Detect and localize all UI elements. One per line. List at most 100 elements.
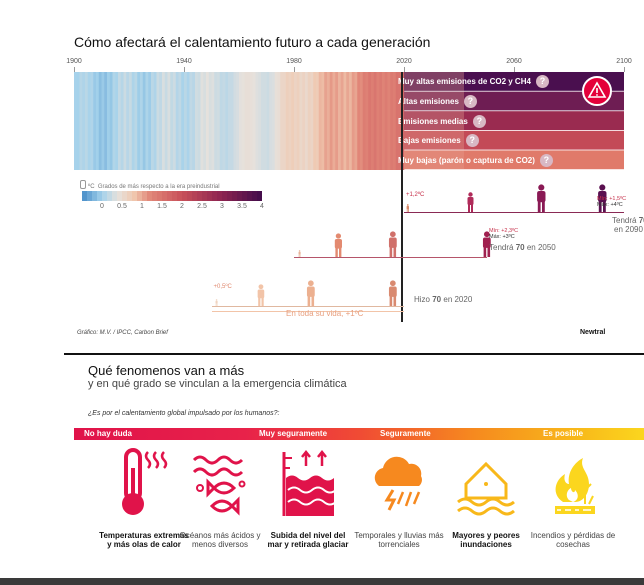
category-possible: Es posible bbox=[543, 429, 584, 438]
stripe-2015 bbox=[390, 72, 394, 170]
stripe-1984 bbox=[305, 72, 309, 170]
person-icon-2016 bbox=[389, 231, 398, 257]
help-icon[interactable]: ? bbox=[465, 134, 479, 148]
stripe-1970 bbox=[266, 72, 270, 170]
legend-swatch-33 bbox=[247, 191, 253, 201]
warming-stripes bbox=[74, 72, 624, 170]
category-no-doubt: No hay duda bbox=[84, 429, 133, 438]
stripe-1978 bbox=[288, 72, 292, 170]
stripe-1912 bbox=[107, 72, 111, 170]
stripe-1936 bbox=[173, 72, 177, 170]
legend-swatch-5 bbox=[107, 191, 113, 201]
legend-swatch-20 bbox=[182, 191, 188, 201]
stripe-1954 bbox=[222, 72, 226, 170]
legend-tick-4: 4 bbox=[260, 203, 264, 210]
x-tick-mark-1940 bbox=[184, 67, 185, 72]
gen-lifetime-label: En toda su vida, +1ºC bbox=[286, 309, 364, 318]
stripe-1998 bbox=[343, 72, 347, 170]
phenomenon-label-4: Mayores y peores inundaciones bbox=[452, 531, 520, 549]
stripe-2008 bbox=[371, 72, 375, 170]
help-icon[interactable]: ? bbox=[472, 114, 486, 128]
person-icon-1968 bbox=[257, 284, 265, 306]
help-icon[interactable]: ? bbox=[539, 153, 553, 167]
legend-swatch-22 bbox=[192, 191, 198, 201]
scenario-name: Altas emisiones bbox=[398, 96, 459, 106]
help-icon[interactable]: ? bbox=[463, 94, 477, 108]
gen-note-1950: Hizo 70 en 2020 bbox=[414, 295, 473, 304]
stripe-1944 bbox=[195, 72, 199, 170]
stripe-1980 bbox=[294, 72, 298, 170]
legend-tick-2: 2 bbox=[180, 203, 184, 210]
gen-min-2020: Mín: +1,5ºC bbox=[597, 196, 627, 202]
stripe-1925 bbox=[142, 72, 146, 170]
stripe-1948 bbox=[206, 72, 210, 170]
legend-swatch-9 bbox=[127, 191, 133, 201]
stripe-1941 bbox=[186, 72, 190, 170]
x-tick-1900: 1900 bbox=[66, 58, 82, 65]
legend-tick-0.5: 0.5 bbox=[117, 203, 127, 210]
section-subtitle: y en qué grado se vinculan a la emergenc… bbox=[88, 378, 347, 390]
stripe-1974 bbox=[277, 72, 281, 170]
legend-swatch-14 bbox=[152, 191, 158, 201]
stripe-2006 bbox=[365, 72, 369, 170]
phenomenon-label-2: Subida del nivel del mar y retirada glac… bbox=[267, 531, 349, 549]
gen-note-1980: Tendrá 70 en 2050 bbox=[489, 243, 556, 252]
person-icon-2070 bbox=[537, 184, 546, 212]
stripe-1967 bbox=[258, 72, 262, 170]
legend-swatch-19 bbox=[177, 191, 183, 201]
stripe-1976 bbox=[283, 72, 287, 170]
chart-credit: Gráfico: M.V. / IPCC, Carbon Brief bbox=[77, 330, 168, 336]
stripe-1935 bbox=[170, 72, 174, 170]
gen-line-1950 bbox=[211, 306, 404, 307]
stripe-1956 bbox=[228, 72, 232, 170]
stripe-1977 bbox=[285, 72, 289, 170]
stripe-1937 bbox=[175, 72, 179, 170]
stripe-1966 bbox=[255, 72, 259, 170]
legend-tick-1: 1 bbox=[140, 203, 144, 210]
stripe-2012 bbox=[382, 72, 386, 170]
stripe-1988 bbox=[316, 72, 320, 170]
stripe-1952 bbox=[217, 72, 221, 170]
stripe-1964 bbox=[250, 72, 254, 170]
stripe-2000 bbox=[349, 72, 353, 170]
stripe-2007 bbox=[368, 72, 372, 170]
stripe-1915 bbox=[115, 72, 119, 170]
baby-icon-1980 bbox=[298, 250, 301, 257]
legend-swatch-7 bbox=[117, 191, 123, 201]
legend-tick-0: 0 bbox=[100, 203, 104, 210]
scenario-label-0: Muy altas emisiones de CO2 y CH4? bbox=[398, 75, 549, 89]
baby-icon-1950 bbox=[215, 299, 219, 306]
stripe-1919 bbox=[126, 72, 130, 170]
scenario-band-1 bbox=[404, 91, 624, 111]
legend-swatch-11 bbox=[137, 191, 143, 201]
stripe-1903 bbox=[82, 72, 86, 170]
x-tick-mark-2060 bbox=[514, 67, 515, 72]
help-icon[interactable]: ? bbox=[535, 75, 549, 89]
warning-icon[interactable] bbox=[582, 76, 612, 106]
stripe-1930 bbox=[156, 72, 160, 170]
stripe-1929 bbox=[153, 72, 157, 170]
stripe-1906 bbox=[90, 72, 94, 170]
stripe-1945 bbox=[197, 72, 201, 170]
legend-swatch-27 bbox=[217, 191, 223, 201]
stripe-2014 bbox=[387, 72, 391, 170]
gen-temp-1950: +0,5ºC bbox=[213, 284, 232, 290]
legend-swatch-16 bbox=[162, 191, 168, 201]
stripe-1951 bbox=[214, 72, 218, 170]
stripe-1943 bbox=[192, 72, 196, 170]
stripe-1931 bbox=[159, 72, 163, 170]
x-tick-2100: 2100 bbox=[616, 58, 632, 65]
stripe-1918 bbox=[123, 72, 127, 170]
stripe-1920 bbox=[129, 72, 133, 170]
stripe-1958 bbox=[233, 72, 237, 170]
stripe-2011 bbox=[379, 72, 383, 170]
legend-tick-1.5: 1.5 bbox=[157, 203, 167, 210]
stripe-1905 bbox=[87, 72, 91, 170]
stripe-1946 bbox=[200, 72, 204, 170]
x-tick-mark-1900 bbox=[74, 67, 75, 72]
stripe-1938 bbox=[178, 72, 182, 170]
scenario-band-fade-2 bbox=[404, 111, 464, 130]
brand-logo: Newtral bbox=[580, 329, 606, 336]
legend-swatch-0 bbox=[82, 191, 88, 201]
scenario-name: Muy altas emisiones de CO2 y CH4 bbox=[398, 77, 531, 87]
